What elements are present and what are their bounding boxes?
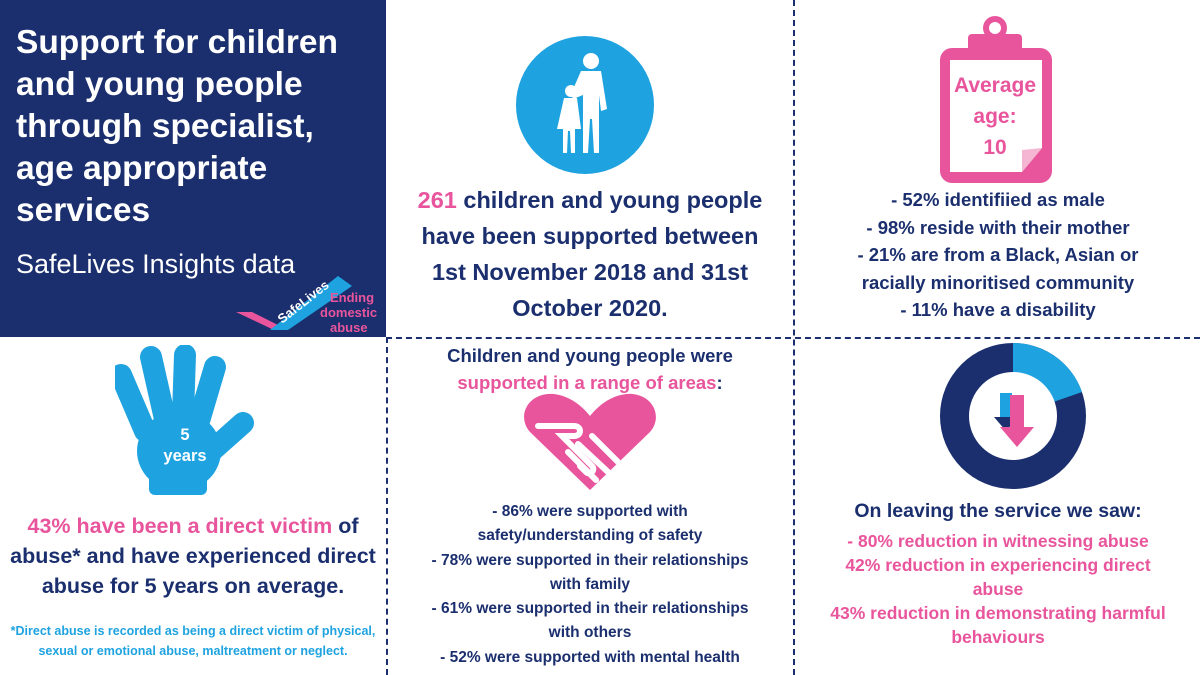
title-panel: Support for children and young people th… (0, 0, 386, 337)
leaving-item: behaviours (951, 627, 1045, 647)
title-line: age appropriate (16, 150, 268, 187)
demographics-list: - 52% identifiied as male - 98% reside w… (800, 186, 1196, 324)
abuse-footnote: *Direct abuse is recorded as being a dir… (0, 621, 386, 661)
heart-hands-icon (524, 393, 656, 490)
areas-heading-line: Children and young people were (447, 345, 733, 366)
demographics-item: - 21% are from a Black, Asian or (857, 244, 1139, 265)
areas-item: - 61% were supported in their relationsh… (431, 600, 749, 618)
title-line: services (16, 192, 151, 229)
areas-heading: Children and young people were supported… (392, 342, 788, 396)
age-label: age: (973, 105, 1017, 128)
areas-item: - 86% were supported with (492, 503, 688, 520)
footnote-line: *Direct abuse is recorded as being a dir… (10, 624, 376, 638)
average-age: Average age: 10 (944, 70, 1046, 163)
supported-number: 261 (417, 187, 457, 213)
demographics-item: - 52% identifiied as male (891, 189, 1105, 210)
hand-number: 5 (180, 426, 190, 444)
abuse-text: 43% have been a direct victim of abuse* … (4, 511, 382, 601)
areas-item: - 78% were supported in their relationsh… (431, 551, 749, 569)
reduction-donut-icon (940, 343, 1086, 489)
abuse-highlight: 43% have been a direct victim (27, 514, 333, 538)
divider-vertical-left (386, 337, 388, 675)
hand-years: 5 years (140, 425, 230, 467)
divider-horizontal (386, 337, 1200, 339)
demographics-item: racially minoritised community (861, 271, 1135, 293)
abuse-line: abuse for 5 years on average. (41, 574, 345, 598)
age-label: Average (953, 74, 1037, 97)
areas-item: with others (548, 624, 632, 642)
supported-line1: children and young people (456, 187, 763, 213)
supported-line: October 2020. (512, 295, 668, 321)
abuse-line: abuse* and have experienced direct (10, 544, 376, 568)
areas-item: safety/understanding of safety (477, 527, 703, 545)
leaving-list: - 80% reduction in witnessing abuse 42% … (800, 529, 1196, 649)
areas-list: - 86% were supported with safety/underst… (392, 500, 788, 670)
areas-item: - 52% were supported with mental health (440, 648, 740, 666)
leaving-item: 42% reduction in experiencing direct (845, 555, 1151, 575)
hand-icon (115, 345, 254, 495)
leaving-item: abuse (972, 579, 1024, 599)
title-line: Support for children (16, 24, 338, 61)
leaving-item: 43% reduction in demonstrating harmful (830, 603, 1166, 623)
areas-item: with family (549, 575, 631, 593)
title-line: and young people (16, 66, 303, 103)
safelives-logo: SafeLives Ending domestic abuse (236, 276, 377, 335)
logo-tagline-1: Ending (330, 290, 374, 305)
age-value: 10 (983, 136, 1007, 159)
supported-line: have been supported between (421, 223, 759, 249)
logo-tagline-2: domestic (320, 305, 377, 320)
title-line: through specialist, (16, 108, 314, 145)
leaving-item: - 80% reduction in witnessing abuse (847, 531, 1149, 551)
page-title: Support for children and young people th… (16, 22, 376, 232)
subtitle: SafeLives Insights data (16, 249, 296, 279)
supported-line: 1st November 2018 and 31st (431, 259, 749, 285)
leaving-heading: On leaving the service we saw: (854, 500, 1142, 522)
footnote-line: sexual or emotional abuse, maltreatment … (38, 644, 348, 658)
areas-heading-end: : (716, 372, 723, 393)
clipboard-icon (940, 16, 1052, 183)
children-silhouette-icon (516, 36, 654, 174)
supported-text: 261 children and young people have been … (392, 182, 788, 326)
areas-heading-highlight: supported in a range of areas (457, 372, 717, 393)
abuse-line1: of (332, 514, 359, 538)
logo-tagline-3: abuse (330, 320, 368, 335)
demographics-item: - 98% reside with their mother (866, 216, 1130, 238)
demographics-item: - 11% have a disability (900, 299, 1096, 320)
hand-unit: years (163, 447, 207, 465)
